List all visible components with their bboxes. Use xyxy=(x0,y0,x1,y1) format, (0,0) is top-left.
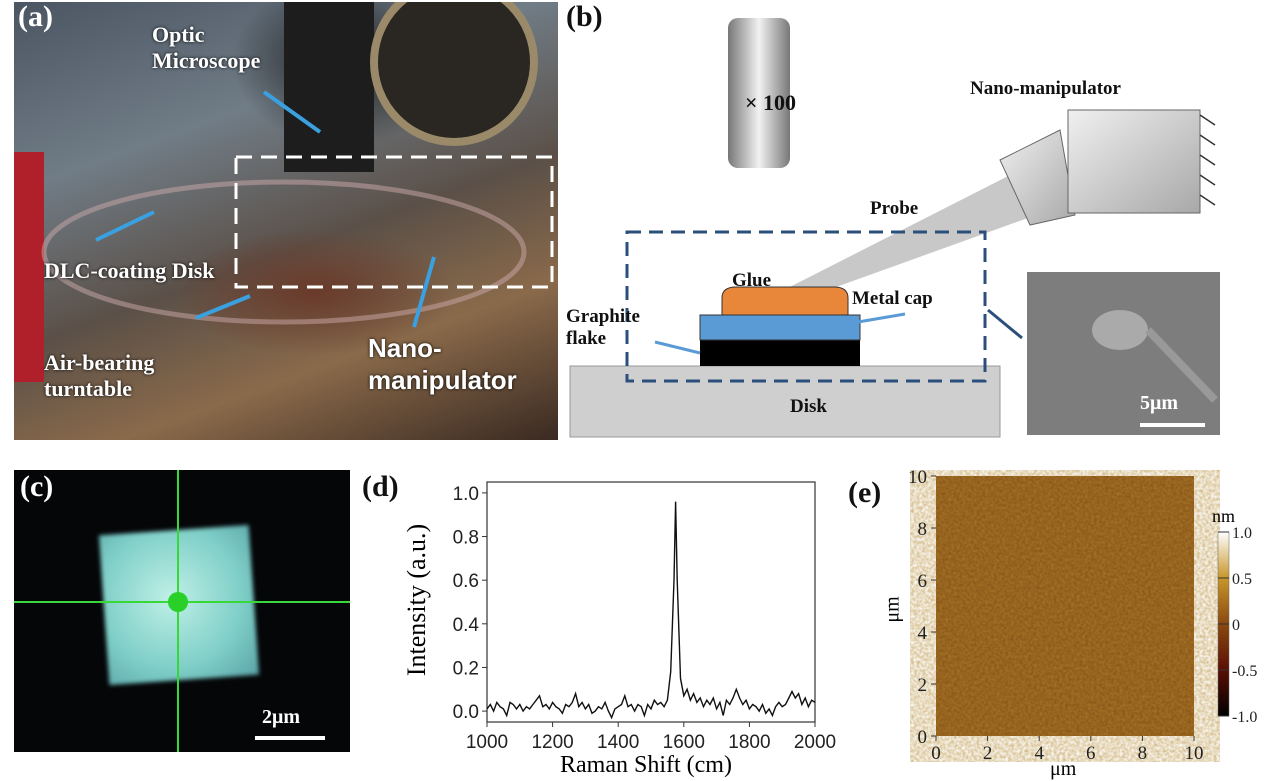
sem-scale-label: 5μm xyxy=(1140,392,1178,414)
y-tick-label: 4 xyxy=(918,623,928,644)
scale-label-c: 2μm xyxy=(262,706,300,728)
label-optic-microscope: Optic Microscope xyxy=(152,22,261,73)
y-tick-label: 0.4 xyxy=(453,615,480,636)
arrow-microscope xyxy=(262,90,322,134)
afm-map: 0 2 4 6 8 10 0 2 4 6 8 10 1.0 0.5 0 -0.5 -1.0 xyxy=(908,470,1257,764)
objective-lens-icon xyxy=(728,18,790,168)
height-map-texture xyxy=(936,476,1194,736)
y-tick-label: 0.2 xyxy=(453,658,479,679)
y-tick-label: 10 xyxy=(908,470,927,488)
sem-probe-shaft xyxy=(1145,327,1218,403)
arrow-graphite xyxy=(654,340,701,355)
wall-hatch xyxy=(1199,114,1216,206)
metal-cap-layer xyxy=(699,314,861,341)
arrow-to-sem xyxy=(987,308,1023,340)
red-stage-arm xyxy=(14,152,44,382)
glue-layer xyxy=(721,286,849,316)
x-tick-label: 2000 xyxy=(794,732,836,753)
y-tick-label: 0 xyxy=(918,727,928,748)
arrow-manipulator xyxy=(412,256,436,328)
optical-image xyxy=(14,470,350,752)
raman-chart: 1000 1200 1400 1600 1800 2000 0.0 0.2 0.4 0.6 0.8 1… xyxy=(453,481,836,753)
label-graphite-flake: Graphite flake xyxy=(566,306,640,349)
photo-overlay xyxy=(14,2,554,382)
colorbar-tick-label: 1.0 xyxy=(1232,525,1252,542)
y-tick-label: 6 xyxy=(918,571,928,592)
x-tick-label: 1600 xyxy=(663,732,705,753)
probe-holder xyxy=(999,129,1076,226)
arrow-metal-cap xyxy=(857,312,906,324)
panel-label-a: (a) xyxy=(18,0,53,33)
colorbar-tick-label: 0.5 xyxy=(1232,571,1252,588)
x-tick-label: 6 xyxy=(1086,743,1096,764)
x-axis-label-e: μm xyxy=(1050,758,1077,780)
panel-label-b: (b) xyxy=(566,0,603,33)
label-glue: Glue xyxy=(732,270,772,291)
x-tick-label: 8 xyxy=(1138,743,1148,764)
sem-probe-tip xyxy=(1092,310,1148,350)
setup-photo xyxy=(14,2,558,440)
label-nano-manipulator-b: Nano-manipulator xyxy=(970,78,1121,99)
y-axis-label-d: Intensity (a.u.) xyxy=(402,523,431,677)
x-tick-label: 10 xyxy=(1185,743,1204,764)
zoom-frame xyxy=(625,230,987,383)
x-tick-label: 4 xyxy=(1034,743,1044,764)
objective-magnification: × 100 xyxy=(745,90,797,115)
schematic-diagram xyxy=(569,18,1220,438)
x-tick-label: 1400 xyxy=(597,732,639,753)
colorbar-tick-label: -1.0 xyxy=(1232,709,1257,726)
arrow-turntable xyxy=(195,294,251,320)
label-nano-manipulator-a: Nano-manipulator xyxy=(368,333,517,395)
y-tick-label: 1.0 xyxy=(453,484,479,505)
microscope-lens xyxy=(370,2,538,146)
label-probe: Probe xyxy=(870,198,919,219)
x-tick-label: 2 xyxy=(983,743,993,764)
microscope-tube xyxy=(284,2,374,172)
probe xyxy=(774,170,1050,300)
y-tick-label: 8 xyxy=(918,519,928,540)
disk-block xyxy=(569,365,1001,438)
label-turntable: Air-bearing turntable xyxy=(44,350,155,401)
y-tick-label: 0.0 xyxy=(453,702,479,723)
sem-image xyxy=(1027,272,1220,435)
label-dlc-disk: DLC-coating Disk xyxy=(44,258,215,283)
scale-bar-c xyxy=(255,736,325,740)
colorbar-tick-label: -0.5 xyxy=(1232,663,1257,680)
y-tick-label: 2 xyxy=(918,675,928,696)
x-axis-label-d: Raman Shift (cm) xyxy=(560,752,732,778)
x-tick-label: 1200 xyxy=(531,732,573,753)
graphite-layer xyxy=(700,340,860,366)
plot-frame xyxy=(486,481,816,723)
x-tick-label: 1800 xyxy=(728,732,770,753)
y-tick-label: 0.8 xyxy=(453,528,479,549)
label-disk: Disk xyxy=(790,396,827,417)
raman-spectrum-line xyxy=(486,501,816,720)
disk-shape xyxy=(41,179,527,325)
label-metal-cap: Metal cap xyxy=(852,288,933,309)
nano-manipulator-box xyxy=(1067,109,1201,214)
panel-label-d: (d) xyxy=(362,470,399,503)
panel-label-c: (c) xyxy=(20,470,54,503)
colorbar-tick-label: 0 xyxy=(1232,617,1240,634)
x-tick-label: 0 xyxy=(931,743,941,764)
panel-label-e: (e) xyxy=(848,476,882,509)
arrow-disk xyxy=(95,210,155,242)
y-tick-label: 0.6 xyxy=(453,571,479,592)
colorbar-unit: nm xyxy=(1212,506,1236,526)
y-axis-label-e: μm xyxy=(881,596,904,623)
laser-spot xyxy=(168,592,188,612)
x-tick-label: 1000 xyxy=(466,732,508,753)
highlight-box xyxy=(234,155,554,289)
